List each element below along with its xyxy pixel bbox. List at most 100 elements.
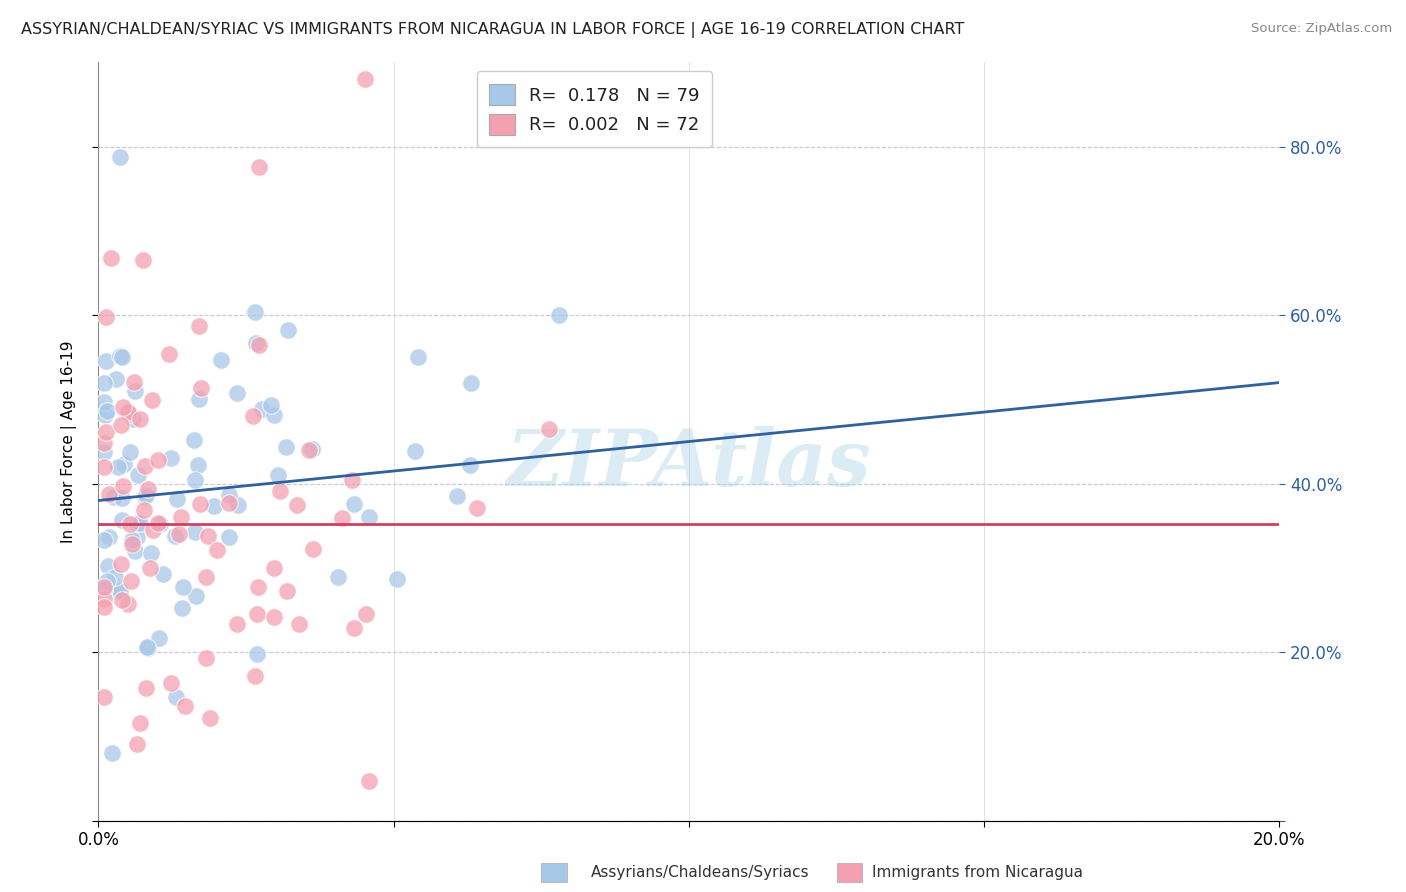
Point	[111, 401, 134, 415]
Point	[121, 533, 143, 547]
Point	[136, 482, 159, 496]
Point	[188, 497, 211, 511]
Point	[122, 375, 145, 389]
Point	[340, 473, 363, 487]
Point	[269, 484, 291, 499]
Point	[160, 451, 183, 466]
Point	[141, 393, 163, 408]
Point	[187, 458, 209, 472]
Point	[184, 525, 207, 540]
Point	[209, 352, 232, 367]
Y-axis label: In Labor Force | Age 16-19: In Labor Force | Age 16-19	[60, 340, 77, 543]
Point	[103, 570, 125, 584]
Point	[188, 319, 211, 334]
Point	[121, 574, 143, 589]
Point	[124, 544, 146, 558]
Point	[408, 351, 430, 365]
Point	[108, 584, 131, 599]
Point	[194, 651, 217, 665]
Point	[166, 491, 188, 506]
Point	[120, 444, 142, 458]
Point	[267, 467, 290, 482]
Point	[93, 690, 115, 705]
Point	[146, 453, 169, 467]
Point	[117, 597, 139, 611]
Point	[125, 530, 148, 544]
Point	[132, 252, 155, 267]
Point	[103, 490, 125, 504]
Point	[165, 690, 187, 705]
Point	[465, 501, 488, 516]
Point	[98, 530, 121, 544]
Point	[246, 647, 269, 661]
Point	[105, 582, 128, 597]
Point	[184, 589, 207, 603]
Point	[93, 459, 115, 474]
Point	[194, 570, 217, 584]
Point	[96, 574, 118, 588]
Point	[184, 474, 207, 488]
Point	[243, 668, 266, 682]
Text: Source: ZipAtlas.com: Source: ZipAtlas.com	[1251, 22, 1392, 36]
Point	[96, 425, 118, 440]
Point	[110, 418, 132, 433]
Point	[326, 570, 349, 584]
Point	[111, 513, 134, 527]
Point	[250, 402, 273, 417]
Point	[149, 516, 172, 531]
Point	[108, 350, 131, 364]
Point	[225, 616, 247, 631]
Point	[446, 489, 468, 503]
Point	[202, 499, 225, 513]
Point	[359, 510, 381, 524]
Point	[385, 572, 408, 586]
Point	[111, 351, 134, 365]
Point	[218, 496, 240, 510]
Point	[94, 354, 117, 368]
Point	[277, 323, 299, 337]
Point	[127, 467, 149, 482]
Point	[538, 422, 561, 436]
Point	[108, 151, 131, 165]
Point	[110, 491, 132, 505]
Point	[198, 711, 221, 725]
Text: Assyrians/Chaldeans/Syriacs: Assyrians/Chaldeans/Syriacs	[591, 865, 808, 880]
Point	[93, 599, 115, 614]
Point	[139, 561, 162, 575]
Point	[134, 490, 156, 504]
Point	[460, 376, 482, 390]
Point	[93, 376, 115, 390]
Point	[246, 607, 269, 621]
Point	[188, 392, 211, 406]
Point	[260, 398, 283, 412]
Point	[354, 607, 377, 622]
Point	[157, 347, 180, 361]
Point	[330, 510, 353, 524]
Point	[548, 308, 571, 322]
Point	[342, 497, 364, 511]
Point	[96, 404, 118, 418]
Legend: R=  0.178   N = 79, R=  0.002   N = 72: R= 0.178 N = 79, R= 0.002 N = 72	[477, 71, 713, 147]
Point	[93, 394, 115, 409]
Point	[160, 676, 183, 690]
Point	[120, 516, 142, 531]
Point	[112, 457, 135, 471]
Point	[170, 601, 193, 615]
Point	[93, 582, 115, 596]
Point	[97, 559, 120, 574]
Point	[93, 580, 115, 594]
Point	[298, 442, 321, 457]
Point	[111, 479, 134, 493]
Point	[274, 441, 297, 455]
Point	[135, 681, 157, 696]
Point	[129, 516, 152, 530]
Point	[97, 487, 120, 501]
Point	[93, 591, 115, 606]
Point	[110, 557, 132, 571]
Point	[125, 737, 148, 751]
Point	[107, 459, 129, 474]
Point	[93, 444, 115, 458]
Point	[136, 640, 159, 655]
Point	[101, 746, 124, 760]
Point	[285, 498, 308, 512]
